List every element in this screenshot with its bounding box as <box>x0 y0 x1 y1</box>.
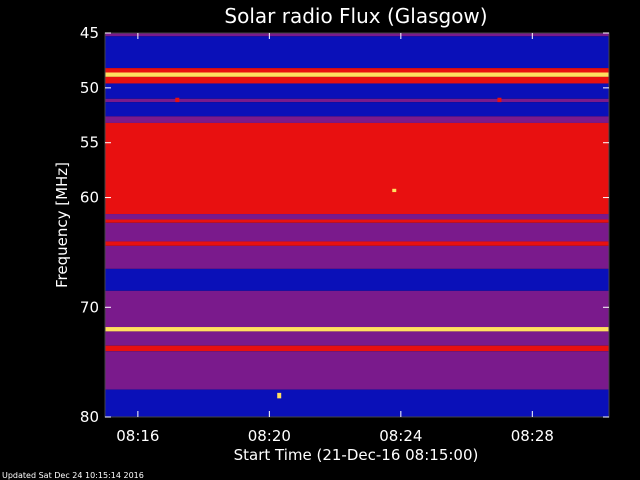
band-12 <box>105 222 609 242</box>
band-4 <box>105 76 609 84</box>
x-axis-ticks: 08:16 08:20 08:24 08:28 <box>116 33 554 445</box>
y-tick-label: 70 <box>80 298 99 316</box>
x-axis-label: Start Time (21-Dec-16 08:15:00) <box>234 446 479 464</box>
y-tick-label: 45 <box>80 24 99 42</box>
band-10 <box>105 214 609 220</box>
band-0 <box>105 33 609 37</box>
y-tick-label: 80 <box>80 408 99 426</box>
y-axis-label: Frequency [MHz] <box>53 162 71 288</box>
band-15 <box>105 268 609 291</box>
band-21 <box>105 389 609 417</box>
chart-title: Solar radio Flux (Glasgow) <box>224 4 487 28</box>
band-19 <box>105 345 609 352</box>
burst-0 <box>392 126 397 198</box>
band-9 <box>105 122 609 215</box>
x-tick-label: 08:16 <box>116 427 159 445</box>
band-6 <box>105 98 609 103</box>
x-tick-label: 08:20 <box>248 427 291 445</box>
updated-footer: Updated Sat Dec 24 10:15:14 2016 <box>2 471 144 480</box>
plot-frame <box>104 32 610 418</box>
band-1 <box>105 36 609 69</box>
band-14 <box>105 245 609 269</box>
y-tick-label: 50 <box>80 79 99 97</box>
band-3 <box>105 72 609 77</box>
burst-4 <box>277 392 282 399</box>
band-5 <box>105 83 609 99</box>
burst-1 <box>392 188 397 193</box>
band-8 <box>105 116 609 123</box>
band-7 <box>105 102 609 117</box>
band-16 <box>105 290 609 328</box>
spectrogram-plot <box>105 33 609 417</box>
x-tick-label: 08:28 <box>511 427 554 445</box>
band-11 <box>105 219 609 223</box>
burst-2 <box>175 97 180 103</box>
burst-3 <box>497 97 502 103</box>
band-18 <box>105 331 609 346</box>
band-17 <box>105 327 609 332</box>
band-13 <box>105 241 609 246</box>
y-tick-label: 55 <box>80 134 99 152</box>
band-20 <box>105 351 609 390</box>
y-tick-label: 60 <box>80 189 99 207</box>
x-tick-label: 08:24 <box>379 427 422 445</box>
y-axis-ticks: 45 50 55 60 70 80 <box>80 24 609 426</box>
band-2 <box>105 68 609 73</box>
